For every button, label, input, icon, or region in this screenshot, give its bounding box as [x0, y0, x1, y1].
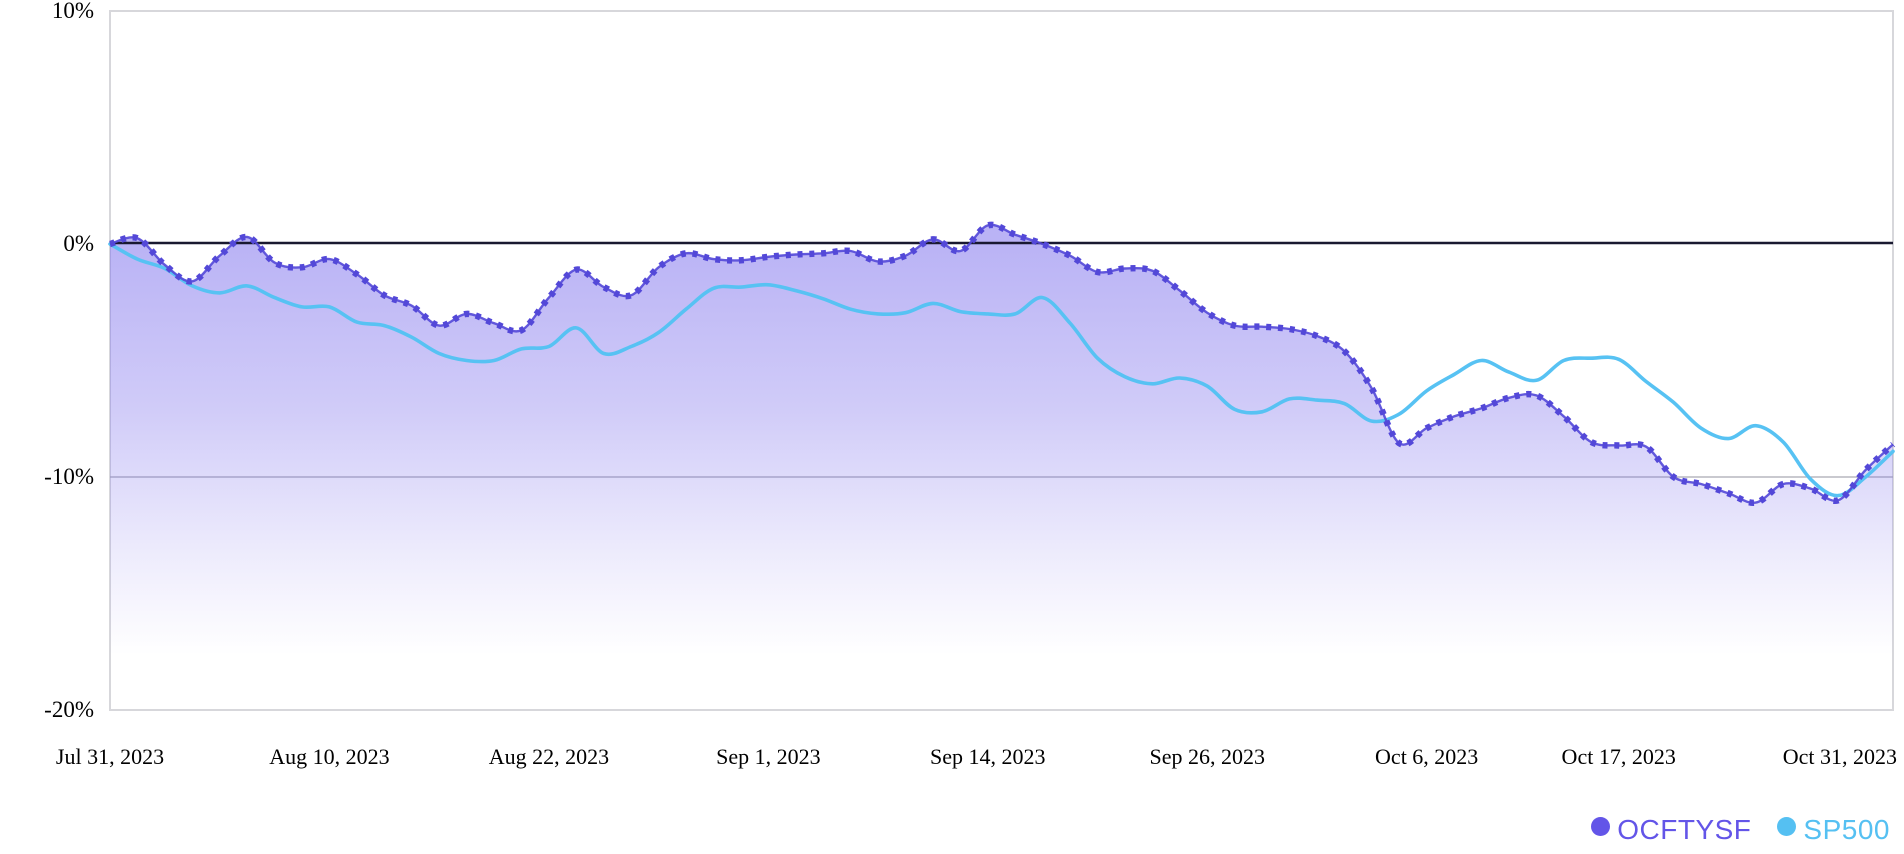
- x-axis-label-8: Aug 10, 2023: [269, 744, 390, 769]
- x-axis-label-40: Sep 26, 2023: [1149, 744, 1265, 769]
- x-axis-label-48: Oct 6, 2023: [1375, 744, 1479, 769]
- ocftysf-area-fill: [110, 224, 1893, 710]
- sp500-legend-dot-icon: [1777, 816, 1797, 836]
- x-axis-label-32: Sep 14, 2023: [930, 744, 1046, 769]
- ocftysf-legend-dot-icon: [1591, 816, 1611, 836]
- x-axis-label-24: Sep 1, 2023: [716, 744, 821, 769]
- y-axis-label--10pct: -10%: [44, 464, 94, 489]
- ocftysf-series-dots: [109, 221, 1896, 506]
- sp500-legend-label: SP500: [1803, 814, 1890, 845]
- y-axis-label-0pct: 0%: [63, 231, 94, 256]
- y-axis-label-10pct: 10%: [51, 0, 94, 23]
- legend-item-ocftysf[interactable]: OCFTYSF: [1591, 814, 1751, 846]
- sp500-series-line: [108, 242, 1895, 498]
- legend-item-sp500[interactable]: SP500: [1777, 814, 1890, 846]
- ocftysf-legend-label: OCFTYSF: [1617, 814, 1752, 845]
- x-axis-label-55: Oct 17, 2023: [1561, 744, 1676, 769]
- x-axis-label-16: Aug 22, 2023: [488, 744, 610, 769]
- x-axis-label-0: Jul 31, 2023: [55, 744, 165, 769]
- legend: OCFTYSF SP500: [1591, 814, 1890, 846]
- y-axis-label--20pct: -20%: [44, 697, 94, 722]
- x-axis-label-65: Oct 31, 2023: [1782, 744, 1897, 769]
